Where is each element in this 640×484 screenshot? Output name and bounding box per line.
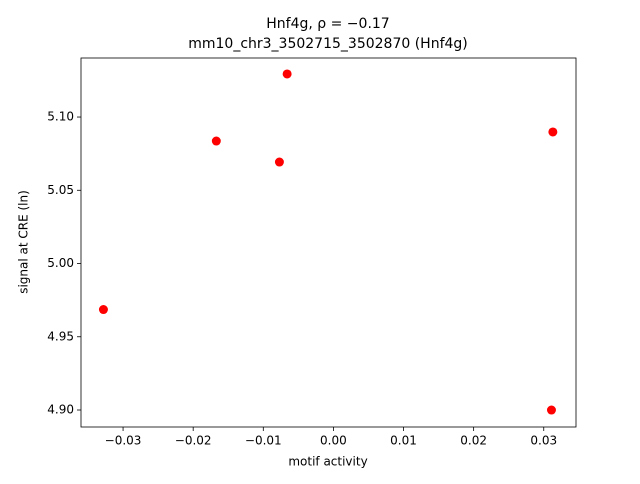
y-axis-label: signal at CRE (ln) <box>17 190 31 294</box>
point <box>548 127 558 137</box>
x-tick-label: 0.03 <box>530 434 557 448</box>
point <box>98 305 108 315</box>
point <box>274 157 284 167</box>
point <box>282 69 292 79</box>
x-axis-label: motif activity <box>288 455 367 469</box>
point <box>211 136 221 146</box>
y-tick-label: 5.05 <box>47 183 74 197</box>
point <box>546 405 556 415</box>
x-tick-label: 0.00 <box>320 434 347 448</box>
x-tick-label: −0.02 <box>175 434 212 448</box>
x-tick-label: −0.01 <box>245 434 282 448</box>
y-tick-label: 5.00 <box>47 256 74 270</box>
y-tick-label: 4.90 <box>47 403 74 417</box>
chart-title: Hnf4g, ρ = −0.17 <box>266 16 389 32</box>
x-tick-label: 0.02 <box>460 434 487 448</box>
plot-frame <box>80 57 577 428</box>
x-tick-label: −0.03 <box>105 434 142 448</box>
chart-subtitle: mm10_chr3_3502715_3502870 (Hnf4g) <box>188 36 468 52</box>
y-tick-label: 4.95 <box>47 329 74 343</box>
y-tick-label: 5.10 <box>47 110 74 124</box>
x-tick-label: 0.01 <box>390 434 417 448</box>
